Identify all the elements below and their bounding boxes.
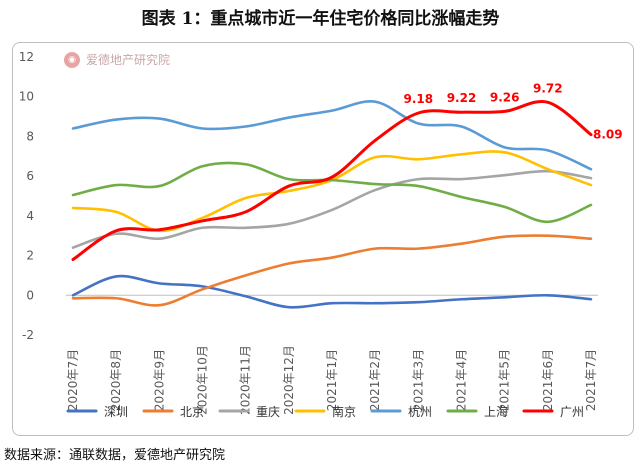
y-tick-label: 10: [19, 90, 34, 104]
chart-frame: [12, 42, 634, 436]
y-tick-label: -2: [22, 328, 34, 342]
series-line: [71, 150, 593, 233]
data-label: 9.18: [404, 92, 434, 106]
series-line: [71, 99, 593, 262]
x-tick-label: 2021年2月: [368, 349, 382, 411]
logo-icon: ◉: [64, 51, 80, 68]
x-tick-label: 2020年10月: [196, 345, 210, 415]
x-tick-label: 2021年3月: [411, 349, 425, 411]
x-tick-label: 2020年11月: [239, 345, 253, 415]
x-tick-label: 2020年12月: [282, 345, 296, 415]
series-line: [71, 274, 593, 309]
series-line: [71, 161, 593, 224]
x-tick-label: 2020年8月: [109, 349, 123, 411]
watermark-text: 爱德地产研究院: [86, 53, 171, 67]
x-tick-label: 2021年7月: [584, 349, 598, 411]
source-note: 数据来源：通联数据，爱德地产研究院: [4, 448, 226, 463]
legend-label: 深圳: [104, 405, 128, 419]
x-tick-label: 2020年7月: [66, 349, 80, 411]
data-label: 9.72: [533, 81, 563, 95]
y-tick-label: 4: [26, 209, 34, 223]
x-tick-label: 2021年1月: [325, 349, 339, 411]
chart-title: 图表 1：重点城市近一年住宅价格同比涨幅走势: [141, 9, 500, 29]
legend-label: 广州: [560, 405, 584, 419]
legend-label: 北京: [180, 405, 204, 419]
x-tick-label: 2021年4月: [455, 349, 469, 411]
legend-label: 上海: [484, 404, 508, 419]
x-tick-label: 2021年6月: [541, 349, 555, 411]
legend-label: 南京: [332, 404, 356, 419]
series-line: [71, 234, 593, 307]
data-label: 9.22: [447, 91, 477, 105]
legend-label: 杭州: [408, 404, 432, 419]
y-tick-label: 12: [19, 50, 34, 64]
x-tick-label: 2020年9月: [152, 349, 166, 411]
y-tick-label: 8: [26, 129, 34, 143]
series-line: [71, 169, 593, 249]
series-line: [71, 100, 593, 171]
x-tick-label: 2021年5月: [498, 349, 512, 411]
data-label: 9.26: [490, 90, 520, 104]
y-tick-label: 0: [26, 288, 34, 302]
y-tick-label: 2: [26, 249, 34, 263]
data-label: 8.09: [593, 128, 623, 142]
y-tick-label: 6: [26, 169, 34, 183]
legend-label: 重庆: [256, 405, 280, 419]
watermark: ◉ 爱德地产研究院: [64, 51, 170, 68]
